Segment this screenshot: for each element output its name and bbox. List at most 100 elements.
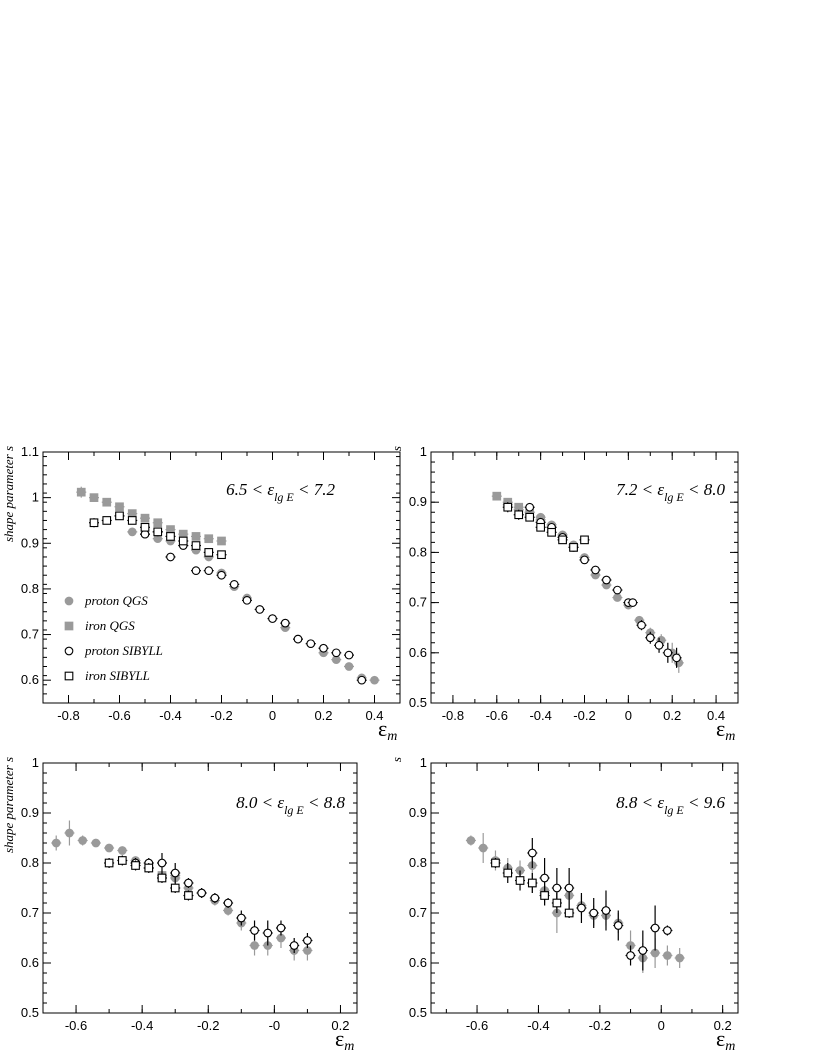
energy-range-label-lead: 8.8 < ε	[616, 793, 664, 812]
data-point	[650, 923, 660, 933]
x-axis-label-sub: m	[725, 1039, 735, 1054]
data-point	[223, 898, 233, 908]
x-tick-label: 0.2	[663, 708, 681, 723]
x-tick-label: -0.6	[65, 1018, 87, 1033]
energy-range-label-sub: lg E	[274, 490, 294, 504]
series-square-open	[104, 855, 194, 901]
data-point	[102, 497, 112, 507]
y-axis-label: s	[389, 757, 404, 762]
data-point	[191, 541, 201, 550]
data-point	[115, 511, 124, 521]
x-tick-label: 0	[625, 708, 632, 723]
energy-range-label-lead: 7.2 < ε	[616, 480, 664, 499]
x-axis-label: εm	[335, 1026, 354, 1054]
legend-label: proton QGS	[84, 593, 148, 608]
y-tick-label: 1	[420, 755, 427, 770]
data-point	[331, 648, 341, 658]
x-axis-label-main: ε	[378, 716, 387, 741]
data-point	[140, 513, 150, 523]
panel-2: -0.8 -0.6 -0.4 -0.2 0 0.2 0.4 0.5 0.6 0.7 0.8 0.9 1 s…	[389, 444, 739, 744]
data-point	[525, 512, 535, 522]
data-point	[89, 518, 99, 528]
data-point	[564, 908, 574, 918]
data-point	[552, 898, 562, 908]
y-tick-label: 0.8	[21, 855, 39, 870]
series-square-open	[89, 511, 227, 560]
y-tick-label: 0.7	[21, 627, 39, 642]
data-point	[268, 614, 277, 623]
data-point	[491, 858, 500, 868]
y-tick-label: 0.5	[21, 1005, 39, 1020]
data-point	[184, 891, 193, 900]
data-point	[645, 633, 655, 643]
data-point	[303, 936, 312, 945]
x-axis-label-sub: m	[725, 729, 735, 744]
data-point	[102, 516, 112, 525]
data-point	[577, 903, 586, 913]
energy-range-label-tail: < 7.2	[294, 480, 336, 499]
y-tick-label: 0.9	[409, 494, 427, 509]
data-point	[89, 493, 99, 502]
data-point	[115, 502, 124, 512]
data-point	[637, 620, 646, 630]
data-point	[191, 532, 201, 541]
data-point	[78, 836, 88, 845]
data-point	[217, 536, 226, 546]
legend-marker	[64, 646, 74, 656]
y-tick-label: 0.7	[409, 595, 427, 610]
data-point	[104, 858, 114, 868]
y-axis-label: s	[389, 446, 404, 451]
y-tick-label: 1	[32, 490, 39, 505]
x-tick-label: -0.2	[197, 1018, 219, 1033]
data-point	[602, 575, 611, 585]
energy-range-label: 8.8 < εlg E < 9.6	[616, 793, 725, 817]
data-point	[204, 534, 214, 544]
data-point	[613, 593, 622, 602]
y-tick-label: 0.9	[21, 805, 39, 820]
data-point	[255, 605, 265, 614]
data-point	[628, 598, 638, 607]
data-point	[525, 502, 535, 512]
data-point	[170, 868, 180, 878]
data-point	[127, 516, 137, 525]
x-tick-label: -0.8	[442, 708, 464, 723]
legend-label: proton SIBYLL	[84, 643, 163, 658]
data-point	[280, 618, 290, 628]
data-point	[514, 510, 524, 520]
x-axis-label-sub: m	[387, 729, 397, 744]
data-point	[140, 522, 150, 532]
series-square-open	[490, 858, 575, 918]
data-point	[127, 527, 137, 537]
data-point	[344, 662, 354, 671]
x-tick-label: -0.2	[573, 708, 595, 723]
y-tick-label: 0.6	[409, 645, 427, 660]
series-circle-filled	[465, 833, 685, 973]
data-point	[672, 653, 681, 663]
data-point	[591, 565, 600, 575]
data-point	[117, 856, 127, 865]
energy-range-label-sub: lg E	[664, 490, 684, 504]
y-tick-label: 0.6	[21, 955, 39, 970]
y-tick-label: 0.7	[409, 905, 427, 920]
y-tick-label: 0.5	[409, 695, 427, 710]
data-point	[626, 951, 635, 960]
data-point	[613, 585, 622, 595]
data-point	[293, 634, 303, 644]
data-point	[344, 650, 354, 660]
panel-3: -0.6 -0.4 -0.2 -0 0.2 0.5 0.6 0.7 0.8 0.9 1 shape p…	[1, 755, 358, 1054]
x-tick-label: 0.2	[314, 708, 332, 723]
data-point	[638, 946, 648, 955]
y-tick-label: 1	[420, 444, 427, 459]
energy-range-label: 7.2 < εlg E < 8.0	[616, 480, 725, 504]
energy-range-label-lead: 8.0 < ε	[236, 793, 284, 812]
data-point	[601, 906, 611, 915]
x-tick-label: 0.2	[714, 1018, 732, 1033]
data-point	[540, 873, 549, 883]
data-point	[319, 643, 328, 653]
data-point	[153, 518, 163, 528]
x-tick-label: -0.6	[466, 1018, 488, 1033]
data-point	[184, 878, 193, 888]
data-point	[306, 639, 316, 649]
panel-4: -0.6 -0.4 -0.2 0 0.2 0.5 0.6 0.7 0.8 0.9 1 s εm 8.8 <…	[389, 755, 739, 1054]
x-tick-label: -0.4	[159, 708, 181, 723]
